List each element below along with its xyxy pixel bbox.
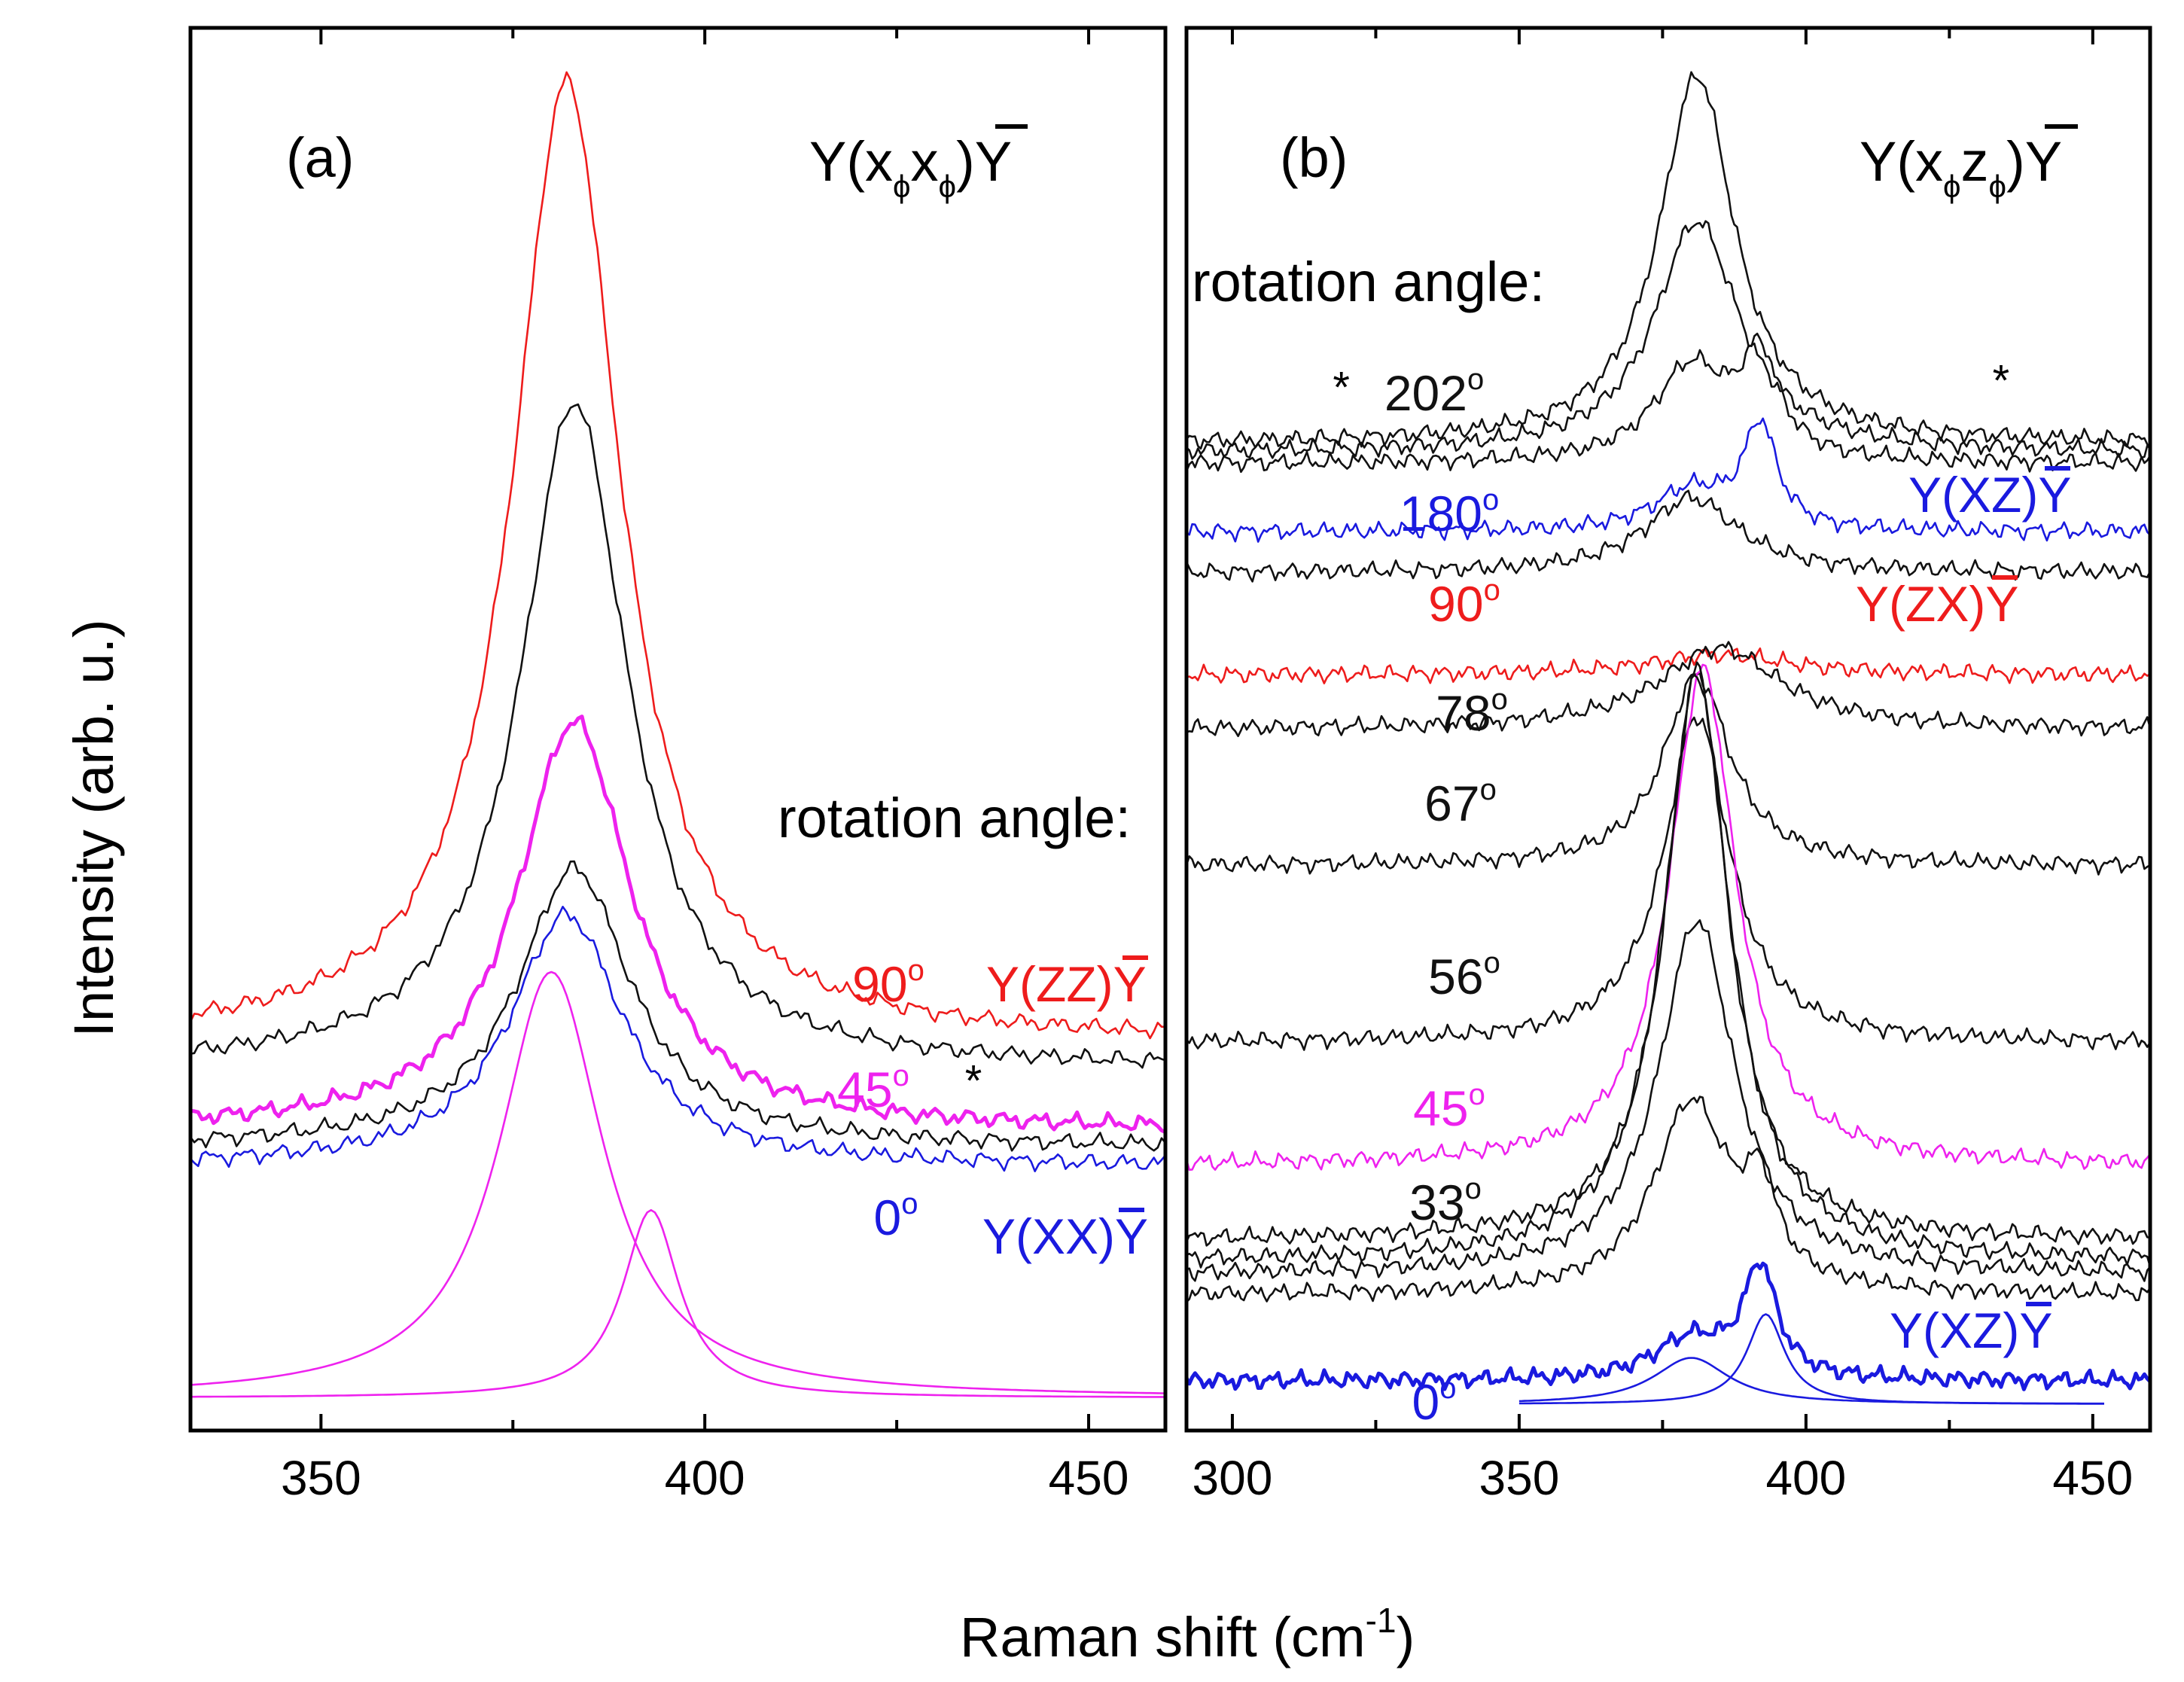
- angle-label-14: 0o: [1412, 1372, 1457, 1430]
- x-tick-label-450: 450: [2052, 1451, 2133, 1505]
- series-line-1: [1186, 220, 2151, 460]
- x-tick-label-400: 400: [1765, 1451, 1846, 1505]
- asterisk-annotation-0: *: [965, 1056, 982, 1105]
- panel-a-curves: [189, 71, 1167, 1398]
- x-tick-label-400: 400: [665, 1451, 745, 1505]
- panel-b-tick-labels: 300 350 400 450: [1193, 1451, 2134, 1505]
- series-line-2: [1185, 332, 2152, 474]
- panel-b-frame: [1184, 26, 2152, 1433]
- angle-label-9: 45o: [1413, 1078, 1485, 1136]
- panel-a-curve-labels: 90o Y(ZZ)Y 45o 0o Y(XX)Y: [837, 954, 1148, 1264]
- panel-b-title-mid: z: [1961, 130, 1989, 193]
- y-axis-label: Intensity (arb. u.): [62, 619, 125, 1037]
- angle-label-12: 33o: [1409, 1172, 1482, 1230]
- series-line-2: [190, 715, 1167, 1135]
- angle-label-4: 0o: [874, 1187, 918, 1245]
- config-label-14: Y(XZ)Y: [1890, 1303, 2052, 1358]
- series-line-11: [1186, 674, 2152, 1269]
- angle-label-5: 90o: [1428, 574, 1500, 632]
- series-line-6: [190, 1208, 1166, 1398]
- panel-a-rotation-label: rotation angle:: [778, 787, 1131, 849]
- angle-label-3: 180o: [1400, 483, 1499, 541]
- series-line-3: [1186, 417, 2151, 543]
- series-line-5: [190, 971, 1166, 1394]
- panel-b-title-end: )Y: [2006, 130, 2062, 193]
- panel-a: 350 400 450 (a) Y(xϕxϕ)Y rotation angle: 9…: [188, 26, 1168, 1505]
- panel-b-config-title: Y(xϕzϕ)Y: [1860, 130, 2062, 204]
- series-line-7: [1185, 672, 2151, 876]
- x-tick-label-300: 300: [1193, 1451, 1273, 1505]
- angle-label-0: 90o: [852, 954, 924, 1012]
- series-line-0: [1186, 71, 2152, 450]
- series-line-1: [190, 403, 1166, 1069]
- series-line-14: [1184, 1261, 2152, 1391]
- panel-a-title-main: Y(x: [809, 130, 893, 193]
- panel-a-config-title: Y(xϕxϕ)Y: [809, 130, 1012, 204]
- angle-label-8: 56o: [1428, 946, 1500, 1004]
- angle-label-0: 202o: [1384, 363, 1484, 421]
- panel-a-tick-labels: 350 400 450: [281, 1451, 1129, 1505]
- series-line-6: [1186, 641, 2152, 738]
- series-line-13: [1186, 1095, 2152, 1303]
- x-axis-label-sup: -1: [1366, 1601, 1397, 1640]
- config-label-4: Y(XX)Y: [982, 1208, 1148, 1264]
- series-line-9: [1185, 663, 2152, 1171]
- x-axis-label: Raman shift (cm-1): [960, 1601, 1415, 1668]
- panel-b-letter: (b): [1280, 126, 1348, 189]
- panel-b: 300 350 400 450 (b) Y(xϕzϕ)Y rotation angle…: [1184, 26, 2152, 1505]
- panel-b-title-sub-2: ϕ: [1989, 169, 2007, 204]
- x-tick-label-350: 350: [281, 1451, 361, 1505]
- series-line-4: [190, 906, 1167, 1172]
- panel-a-frame: [188, 26, 1168, 1433]
- asterisk-annotation-0: *: [1333, 364, 1350, 413]
- series-line-8: [1185, 716, 2152, 1051]
- panel-a-annotations: *: [965, 1056, 982, 1105]
- series-line-5: [1186, 647, 2151, 684]
- panel-b-curves: [1184, 71, 2152, 1405]
- panel-a-letter: (a): [286, 126, 354, 189]
- angle-label-6: 78o: [1436, 683, 1508, 741]
- panel-b-annotations: * *: [1333, 357, 2009, 413]
- series-line-0: [189, 71, 1166, 1040]
- panel-a-title-mid: x: [911, 130, 939, 193]
- panel-a-title-sub-1: ϕ: [893, 169, 911, 204]
- series-line-12: [1186, 919, 2152, 1282]
- panel-a-ticks: [319, 28, 1091, 1431]
- angle-label-2: 45o: [837, 1059, 909, 1117]
- panel-b-title-main: Y(x: [1860, 130, 1943, 193]
- series-line-3: [189, 860, 1166, 1152]
- panel-a-title-sub-2: ϕ: [939, 169, 957, 204]
- x-tick-label-450: 450: [1049, 1451, 1129, 1505]
- panel-b-rotation-label: rotation angle:: [1192, 251, 1545, 313]
- series-line-4: [1185, 489, 2152, 583]
- config-label-5: Y(ZX)Y: [1856, 576, 2018, 632]
- config-label-0: Y(ZZ)Y: [986, 956, 1147, 1012]
- angle-label-7: 67o: [1424, 773, 1497, 831]
- x-axis-label-close: ): [1397, 1606, 1415, 1668]
- panel-a-title-end: )Y: [956, 130, 1012, 193]
- x-axis-label-main: Raman shift (cm: [960, 1606, 1366, 1668]
- series-line-16: [1518, 1313, 2105, 1405]
- panel-b-title-sub-1: ϕ: [1943, 169, 1961, 204]
- x-tick-label-350: 350: [1479, 1451, 1560, 1505]
- panel-b-ticks: [1230, 28, 2094, 1431]
- panel-b-curve-labels: 202o 180o Y(XZ)Y 90o Y(ZX)Y 78o 67o 56o 45o 33o 0o…: [1384, 363, 2072, 1430]
- asterisk-annotation-1: *: [1993, 357, 2010, 406]
- config-label-3: Y(XZ)Y: [1908, 467, 2071, 523]
